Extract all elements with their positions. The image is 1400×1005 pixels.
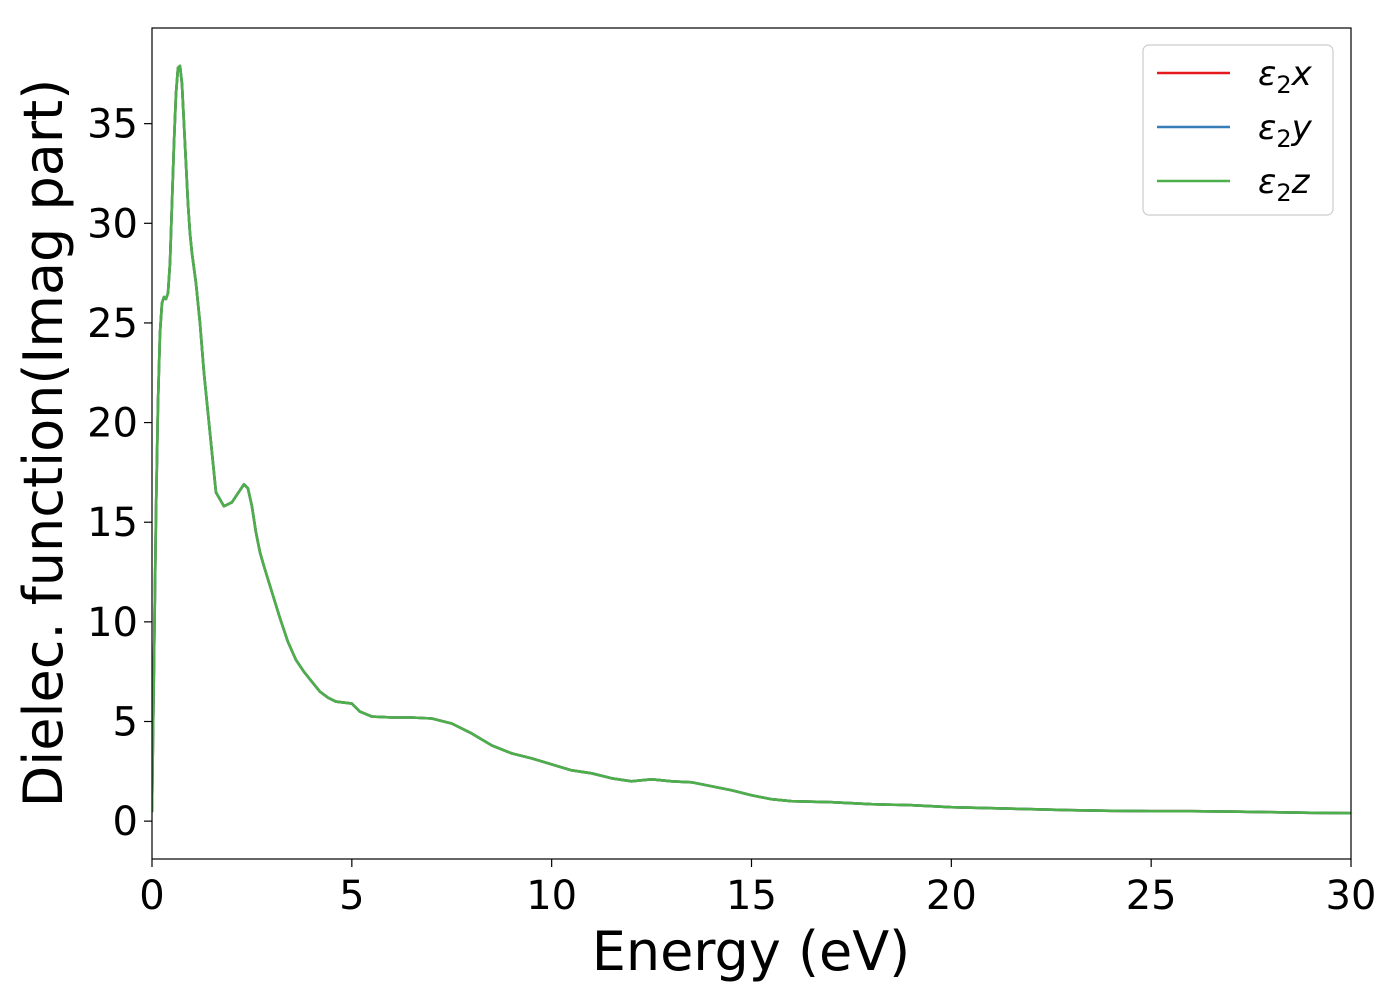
x-tick-label: 30: [1326, 873, 1377, 919]
y-tick-label: 25: [87, 301, 138, 347]
y-tick-label: 30: [87, 201, 138, 247]
x-tick-label: 20: [926, 873, 977, 919]
legend-label-z: ε2z: [1258, 162, 1311, 207]
y-tick-label: 35: [87, 102, 138, 148]
legend-label-x: ε2x: [1258, 54, 1313, 99]
y-tick-label: 20: [87, 401, 138, 447]
x-tick-label: 15: [726, 873, 777, 919]
y-tick-label: 15: [87, 500, 138, 546]
x-tick-label: 0: [139, 873, 164, 919]
y-axis-title: Dielec. function(Imag part): [12, 79, 75, 808]
series-layer: [152, 64, 1351, 815]
x-tick-label: 10: [526, 873, 577, 919]
legend-label-y: ε2y: [1258, 108, 1313, 153]
y-tick-label: 5: [113, 699, 138, 745]
x-tick-label: 25: [1126, 873, 1177, 919]
y-tick-label: 10: [87, 600, 138, 646]
y-tick-label: 0: [113, 799, 138, 845]
x-axis-title: Energy (eV): [592, 920, 911, 983]
y-axis: 0 5 10 15 20 25 30 35: [87, 102, 152, 845]
legend-frame: [1142, 44, 1334, 216]
series-line-z: [152, 64, 1351, 815]
x-axis: 0 5 10 15 20 25 30: [139, 859, 1376, 919]
x-tick-label: 5: [339, 873, 364, 919]
legend: ε2x ε2y ε2z: [1142, 44, 1334, 216]
